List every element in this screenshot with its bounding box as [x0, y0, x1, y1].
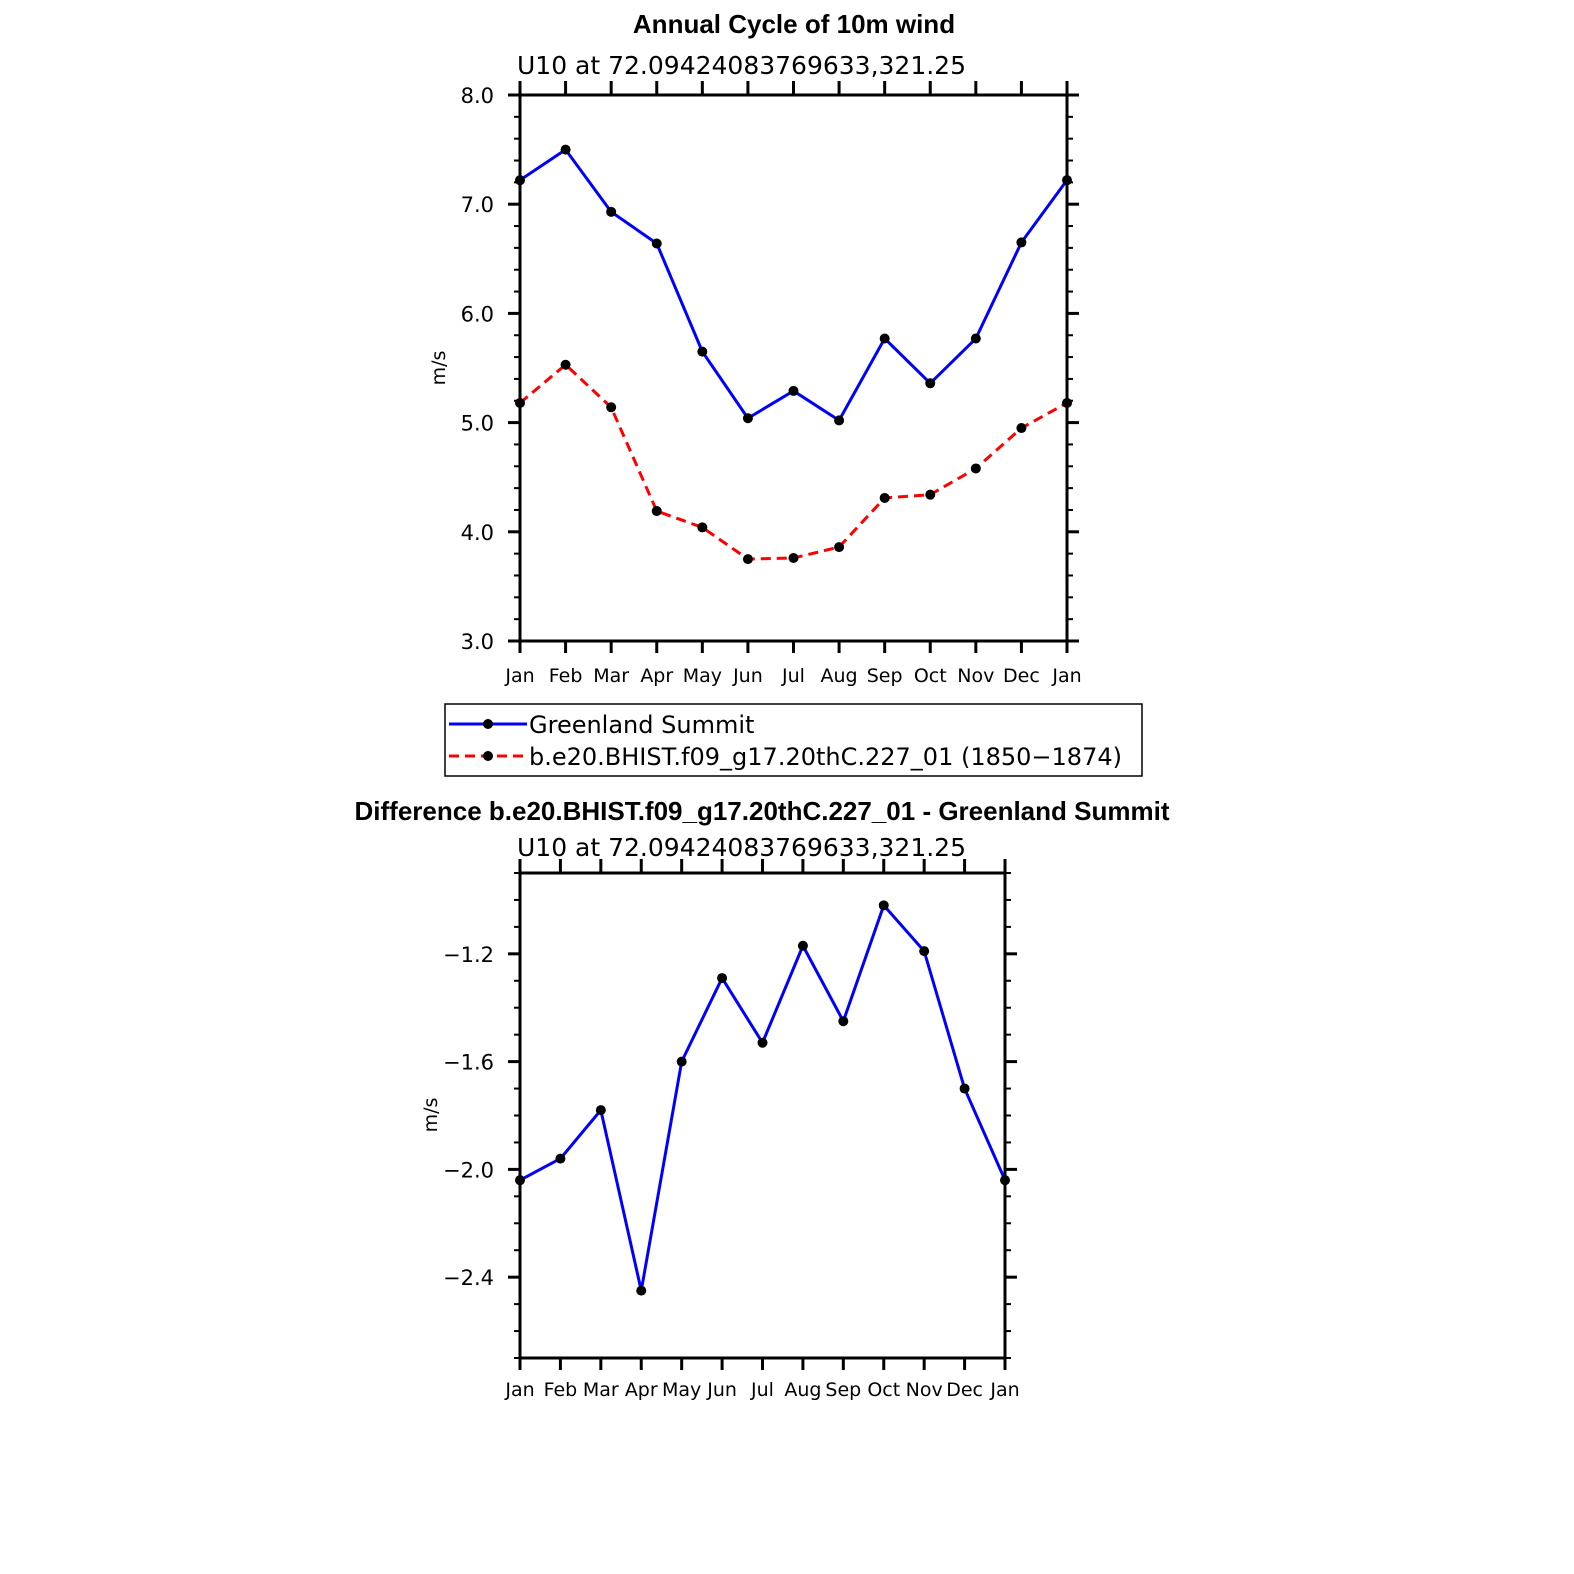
chart1-ytick-label: 5.0	[461, 412, 494, 436]
chart2-xtick-label: Oct	[867, 1379, 900, 1401]
chart2-series-0-point	[797, 940, 808, 951]
chart2-xtick-label: Apr	[625, 1379, 658, 1401]
chart2-subtitle: U10 at 72.09424083769633,321.25	[517, 833, 966, 862]
chart1-series-0-point	[1062, 175, 1072, 186]
chart1-series-1-point	[697, 522, 708, 533]
chart1-ytick-label: 6.0	[461, 302, 494, 326]
chart2-xtick-label: Jun	[706, 1379, 737, 1401]
chart2-series-0-point	[515, 1175, 525, 1186]
chart1-xtick-label: Nov	[957, 665, 994, 687]
chart1-series-1-point	[560, 359, 571, 370]
chart1-xtick-label: May	[683, 665, 722, 687]
chart2-series-0-point	[636, 1285, 647, 1296]
chart1-series-line-0	[519, 148, 1069, 422]
chart2-xtick-label: Nov	[906, 1379, 943, 1401]
chart1-ytick-label: 8.0	[461, 84, 494, 108]
chart2-xtick-label: Sep	[825, 1379, 861, 1401]
chart2-series-0-point	[919, 946, 930, 957]
chart2-ytick-label: −1.2	[443, 943, 494, 967]
legend-label-model: b.e20.BHIST.f09_g17.20thC.227_01 (1850−1…	[529, 743, 1122, 771]
chart2-series-0-point	[555, 1153, 566, 1164]
chart2-xtick-label: Mar	[583, 1379, 619, 1401]
chart1-series-0-point	[560, 144, 571, 155]
chart-difference: Difference b.e20.BHIST.f09_g17.20thC.227…	[355, 796, 1170, 1401]
legend-marker-model	[483, 751, 493, 761]
chart1-series-0-point	[515, 175, 525, 186]
chart1-series-1-point	[515, 397, 525, 408]
chart1-xtick-label: Sep	[867, 665, 903, 687]
chart1-series-0-point	[879, 333, 890, 344]
chart1-series-0-point	[834, 415, 845, 426]
chart1-xtick-label: Oct	[914, 665, 947, 687]
chart-annual-cycle: Annual Cycle of 10m wind U10 at 72.09424…	[428, 9, 1082, 687]
chart2-series-0-point	[676, 1056, 687, 1067]
chart1-ytick-label: 7.0	[461, 193, 494, 217]
chart1-series-1-point	[1016, 423, 1027, 434]
chart2-ytick-label: −1.6	[443, 1051, 494, 1075]
chart1-xtick-label: Jun	[732, 665, 763, 687]
chart1-ytick-label: 3.0	[461, 630, 494, 654]
chart1-subtitle: U10 at 72.09424083769633,321.25	[517, 51, 966, 80]
chart2-xtick-label: Jan	[989, 1379, 1019, 1401]
chart1-legend: Greenland Summit b.e20.BHIST.f09_g17.20t…	[444, 703, 1143, 777]
chart2-xtick-label: Dec	[946, 1379, 983, 1401]
chart2-xtick-label: Jan	[504, 1379, 534, 1401]
chart1-series-1-point	[1062, 397, 1072, 408]
chart1-xtick-label: Jan	[504, 665, 534, 687]
chart2-ylabel: m/s	[420, 1098, 442, 1133]
chart2-series-0-point	[959, 1083, 970, 1094]
chart1-xtick-label: Aug	[821, 665, 858, 687]
chart1-title: Annual Cycle of 10m wind	[633, 9, 955, 39]
legend-marker-greenland	[483, 719, 493, 729]
chart1-xtick-label: Jan	[1051, 665, 1081, 687]
chart2-xtick-label: May	[662, 1379, 701, 1401]
chart1-series-0-point	[788, 385, 799, 396]
chart2-series-0-point	[1000, 1175, 1010, 1186]
chart1-series-1-point	[834, 542, 845, 553]
chart2-series-0-point	[595, 1105, 606, 1116]
chart1-series-1-point	[742, 554, 753, 565]
chart2-series-0-point	[757, 1037, 768, 1048]
chart1-series-0-point	[925, 378, 936, 389]
chart2-plot-frame	[518, 871, 1007, 1360]
chart1-series-0-point	[970, 333, 981, 344]
chart1-series-1-point	[788, 553, 799, 564]
chart2-series-0-point	[838, 1016, 849, 1027]
chart1-series-0-point	[1016, 237, 1027, 248]
chart1-xtick-label: Mar	[593, 665, 629, 687]
legend-box	[444, 703, 1143, 777]
chart1-series-1-point	[651, 506, 662, 517]
chart1-series-0-point	[742, 413, 753, 424]
chart1-series-1-point	[925, 489, 936, 500]
chart2-ytick-label: −2.0	[443, 1158, 494, 1182]
chart1-series-1-point	[970, 463, 981, 474]
chart1-xtick-label: Feb	[549, 665, 583, 687]
chart1-xtick-label: Apr	[640, 665, 673, 687]
chart2-title: Difference b.e20.BHIST.f09_g17.20thC.227…	[355, 796, 1170, 826]
chart2-xtick-label: Aug	[784, 1379, 821, 1401]
chart1-series-1-point	[879, 492, 890, 503]
chart2-series-line-0	[519, 903, 1007, 1293]
chart1-ytick-label: 4.0	[461, 521, 494, 545]
chart1-xtick-label: Dec	[1003, 665, 1040, 687]
chart1-series-0-point	[697, 346, 708, 357]
legend-label-greenland: Greenland Summit	[529, 711, 754, 739]
chart2-series-0-point	[717, 973, 728, 984]
chart1-xtick-label: Jul	[781, 665, 805, 687]
chart2-xtick-label: Feb	[544, 1379, 578, 1401]
chart2-xtick-label: Jul	[750, 1379, 774, 1401]
chart1-series-1-point	[606, 402, 617, 413]
chart2-series-0-point	[878, 900, 889, 911]
chart1-series-0-point	[651, 238, 662, 249]
chart1-series-0-point	[606, 206, 617, 217]
chart2-ytick-label: −2.4	[443, 1266, 494, 1290]
chart1-ylabel: m/s	[428, 351, 450, 386]
